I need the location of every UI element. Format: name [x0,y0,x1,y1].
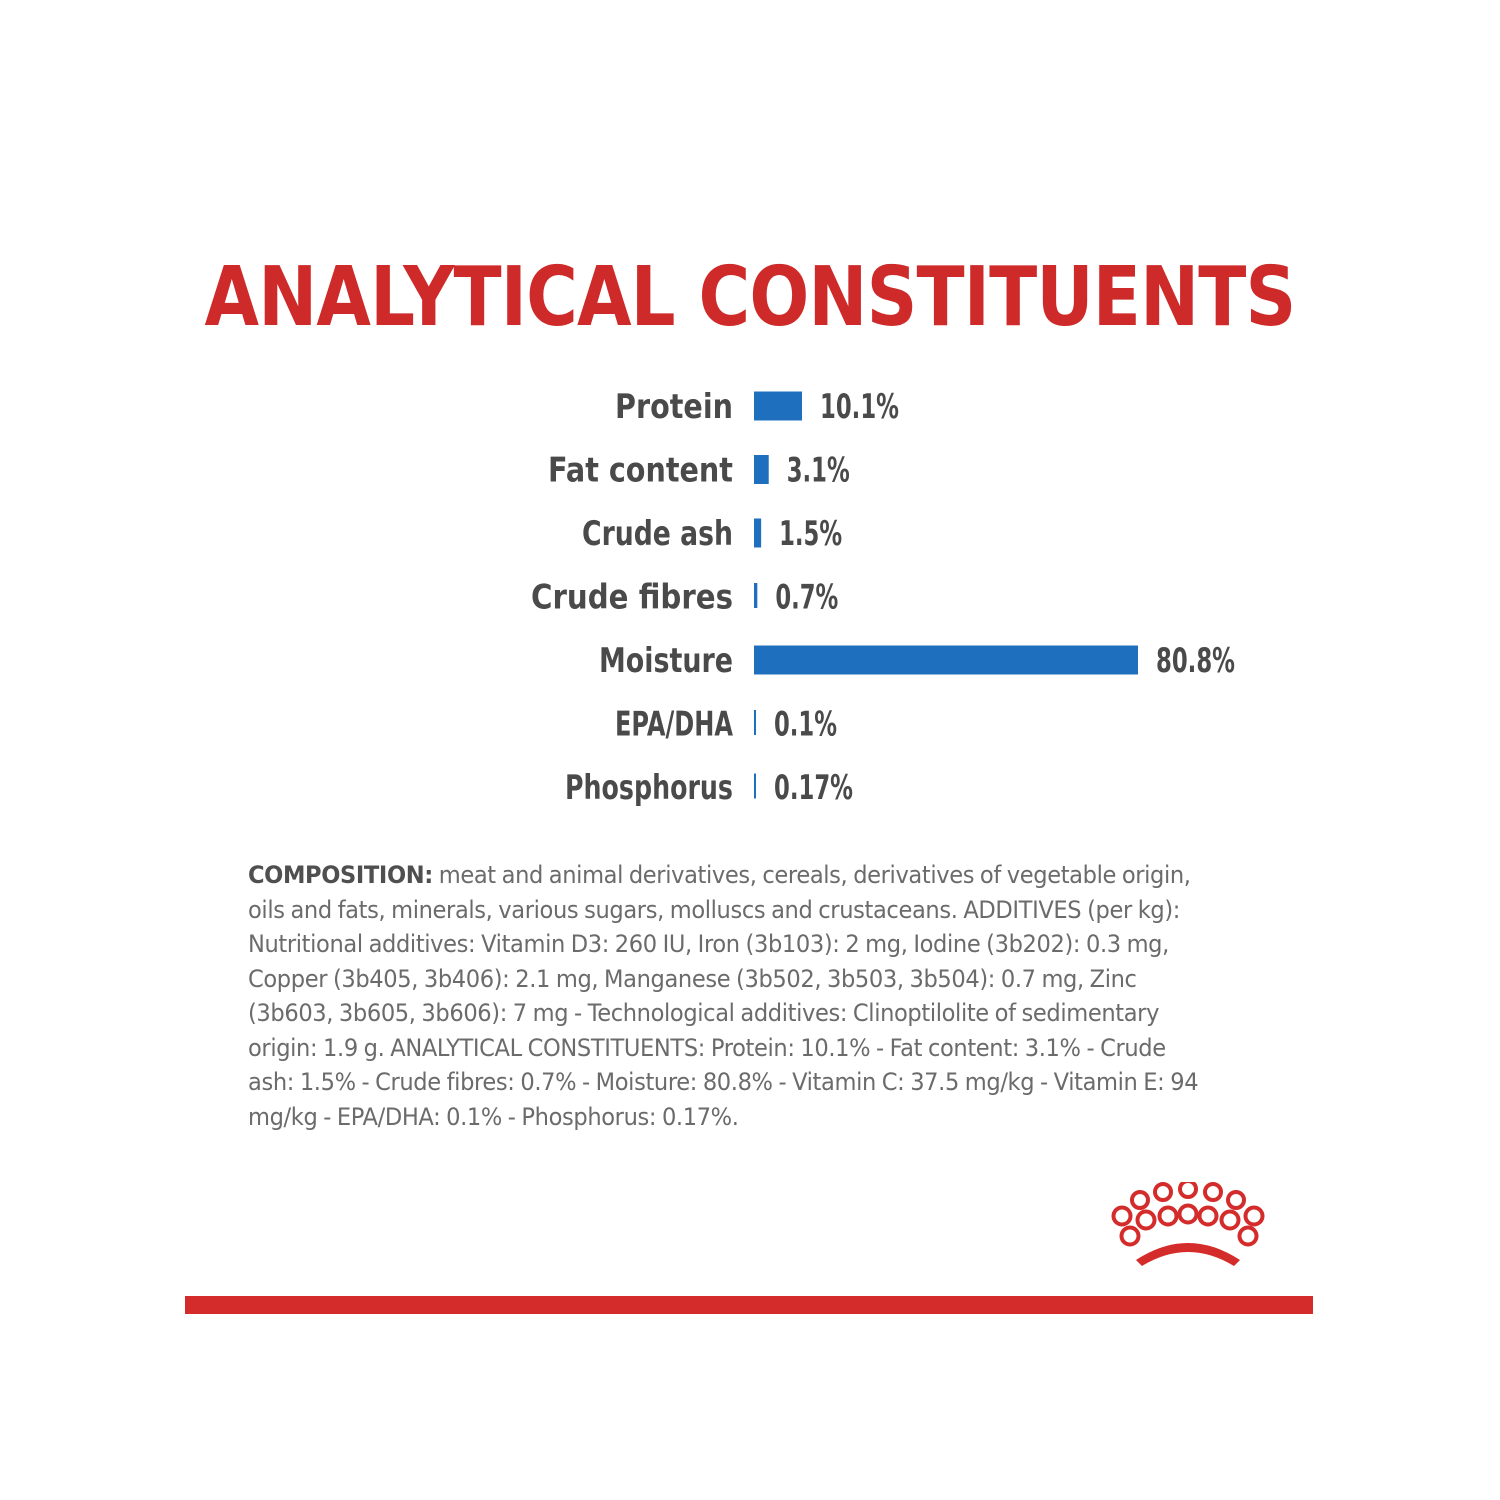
composition-label: COMPOSITION: [248,861,433,889]
category-label-3: Crude fibres [531,578,733,618]
value-label-2: 1.5% [779,514,842,554]
logo-dot [1111,1205,1133,1227]
logo-dot [1237,1225,1259,1247]
bar-6 [754,773,756,799]
value-label-5: 0.1% [774,705,837,745]
crown-dots-logo-icon [1111,1182,1265,1266]
value-label-6: 0.17% [774,768,853,808]
category-label-2: Crude ash [582,514,733,554]
constituents-bar-chart: Protein 10.1% Fat content 3.1% Crude ash 1.5%… [531,387,1235,808]
value-label-1: 3.1% [787,451,850,491]
value-label-3: 0.7% [775,578,838,618]
logo-dot [1135,1209,1157,1231]
logo-dot [1153,1182,1173,1202]
logo-dot [1177,1203,1199,1225]
category-label-4: Moisture [599,641,733,681]
bar-4 [754,645,1138,675]
value-label-0: 10.1% [820,387,899,427]
logo-dot [1119,1225,1141,1247]
chart-title: ANALYTICAL CONSTITUENTS [204,250,1297,345]
composition-body: meat and animal derivatives, cereals, de… [248,861,1199,1131]
bar-3 [754,583,758,608]
composition-text: COMPOSITION: meat and animal derivatives… [248,858,1216,1134]
logo-dot [1219,1209,1241,1231]
category-label-0: Protein [615,387,733,427]
logo-dot [1197,1205,1219,1227]
category-label-5: EPA/DHA [615,705,733,745]
bar-0 [754,391,802,421]
value-label-4: 80.8% [1156,641,1235,681]
logo-dot [1157,1205,1179,1227]
bottom-rule [185,1296,1313,1314]
category-label-1: Fat content [548,451,733,491]
bar-1 [754,455,769,484]
logo-dot [1178,1182,1198,1199]
logo-dot [1130,1190,1150,1210]
category-label-6: Phosphorus [565,768,733,808]
bar-5 [754,710,756,735]
logo-dot [1203,1182,1223,1202]
bar-2 [754,518,762,548]
logo-dot [1243,1205,1265,1227]
logo-dot [1226,1190,1246,1210]
